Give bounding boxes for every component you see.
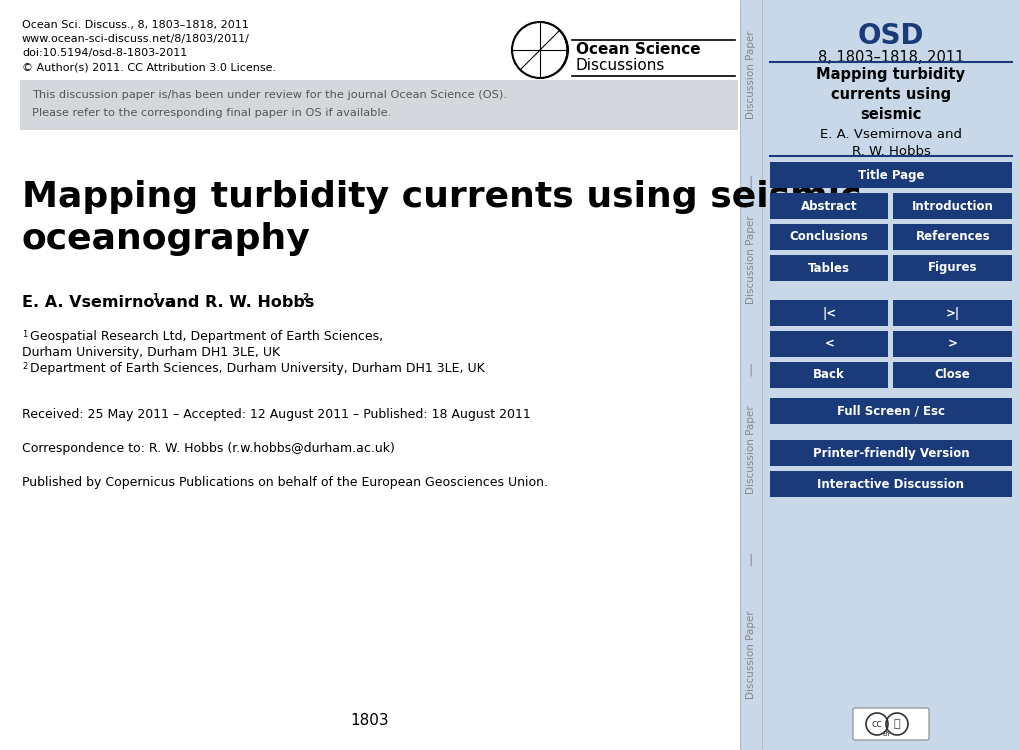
Text: Figures: Figures: [927, 262, 976, 274]
Text: 1: 1: [22, 330, 28, 339]
Text: and R. W. Hobbs: and R. W. Hobbs: [160, 295, 314, 310]
Text: Abstract: Abstract: [800, 200, 857, 212]
Text: Discussion Paper: Discussion Paper: [745, 31, 755, 119]
Bar: [769, 471, 1011, 497]
Text: 2: 2: [302, 293, 308, 302]
Text: |: |: [748, 554, 752, 566]
Text: Close: Close: [934, 368, 970, 382]
Text: BY: BY: [881, 731, 891, 737]
Text: This discussion paper is/has been under review for the journal Ocean Science (OS: This discussion paper is/has been under …: [32, 90, 506, 100]
Text: Discussion Paper: Discussion Paper: [745, 216, 755, 304]
Text: © Author(s) 2011. CC Attribution 3.0 License.: © Author(s) 2011. CC Attribution 3.0 Lic…: [22, 62, 276, 72]
Text: >: >: [947, 338, 957, 350]
Text: 1: 1: [152, 293, 158, 302]
Text: cc: cc: [871, 719, 881, 729]
Text: 8, 1803–1818, 2011: 8, 1803–1818, 2011: [817, 50, 963, 65]
Text: Ocean Sci. Discuss., 8, 1803–1818, 2011: Ocean Sci. Discuss., 8, 1803–1818, 2011: [22, 20, 249, 30]
Text: Discussions: Discussions: [576, 58, 664, 73]
Bar: [20, 80, 738, 130]
Text: Please refer to the corresponding final paper in OS if available.: Please refer to the corresponding final …: [32, 108, 391, 118]
Text: Introduction: Introduction: [911, 200, 993, 212]
Text: >|: >|: [945, 307, 959, 320]
Text: |<: |<: [821, 307, 836, 320]
Text: Durham University, Durham DH1 3LE, UK: Durham University, Durham DH1 3LE, UK: [22, 346, 280, 359]
Text: 2: 2: [22, 362, 28, 371]
Text: doi:10.5194/osd-8-1803-2011: doi:10.5194/osd-8-1803-2011: [22, 48, 187, 58]
Text: E. A. Vsemirnova and
R. W. Hobbs: E. A. Vsemirnova and R. W. Hobbs: [819, 128, 961, 158]
Text: www.ocean-sci-discuss.net/8/1803/2011/: www.ocean-sci-discuss.net/8/1803/2011/: [22, 34, 250, 44]
Bar: [769, 193, 888, 219]
Bar: [769, 331, 888, 357]
Text: Mapping turbidity
currents using
seismic: Mapping turbidity currents using seismic: [815, 67, 965, 122]
Text: OSD: OSD: [857, 22, 923, 50]
Text: <: <: [823, 338, 834, 350]
Bar: [893, 300, 1011, 326]
Text: Mapping turbidity currents using seismic: Mapping turbidity currents using seismic: [22, 180, 861, 214]
Text: Full Screen / Esc: Full Screen / Esc: [837, 404, 944, 418]
Text: Tables: Tables: [807, 262, 850, 274]
Bar: [893, 331, 1011, 357]
Text: oceanography: oceanography: [22, 222, 311, 256]
Bar: [893, 224, 1011, 250]
Bar: [769, 398, 1011, 424]
Text: Ocean Science: Ocean Science: [576, 42, 700, 57]
Text: Title Page: Title Page: [857, 169, 923, 182]
Text: Interactive Discussion: Interactive Discussion: [816, 478, 964, 490]
Bar: [769, 162, 1011, 188]
Text: ⓘ: ⓘ: [893, 719, 900, 729]
Text: References: References: [914, 230, 989, 244]
FancyBboxPatch shape: [852, 708, 928, 740]
Text: Correspondence to: R. W. Hobbs (r.w.hobbs@durham.ac.uk): Correspondence to: R. W. Hobbs (r.w.hobb…: [22, 442, 394, 455]
Bar: [769, 362, 888, 388]
Text: Printer-friendly Version: Printer-friendly Version: [812, 446, 968, 460]
Text: Published by Copernicus Publications on behalf of the European Geosciences Union: Published by Copernicus Publications on …: [22, 476, 547, 489]
Bar: [769, 224, 888, 250]
Text: Back: Back: [812, 368, 845, 382]
Text: |: |: [748, 364, 752, 376]
Text: 1803: 1803: [351, 713, 389, 728]
Bar: [769, 440, 1011, 466]
Text: Discussion Paper: Discussion Paper: [745, 610, 755, 699]
Text: E. A. Vsemirnova: E. A. Vsemirnova: [22, 295, 175, 310]
Bar: [893, 255, 1011, 281]
Bar: [739, 0, 1019, 750]
Text: Conclusions: Conclusions: [789, 230, 868, 244]
Bar: [769, 300, 888, 326]
Text: Department of Earth Sciences, Durham University, Durham DH1 3LE, UK: Department of Earth Sciences, Durham Uni…: [30, 362, 484, 375]
Bar: [893, 193, 1011, 219]
Text: Discussion Paper: Discussion Paper: [745, 406, 755, 494]
Text: Geospatial Research Ltd, Department of Earth Sciences,: Geospatial Research Ltd, Department of E…: [30, 330, 383, 343]
Bar: [893, 362, 1011, 388]
Text: |: |: [748, 176, 752, 188]
Bar: [769, 255, 888, 281]
Text: Received: 25 May 2011 – Accepted: 12 August 2011 – Published: 18 August 2011: Received: 25 May 2011 – Accepted: 12 Aug…: [22, 408, 530, 421]
